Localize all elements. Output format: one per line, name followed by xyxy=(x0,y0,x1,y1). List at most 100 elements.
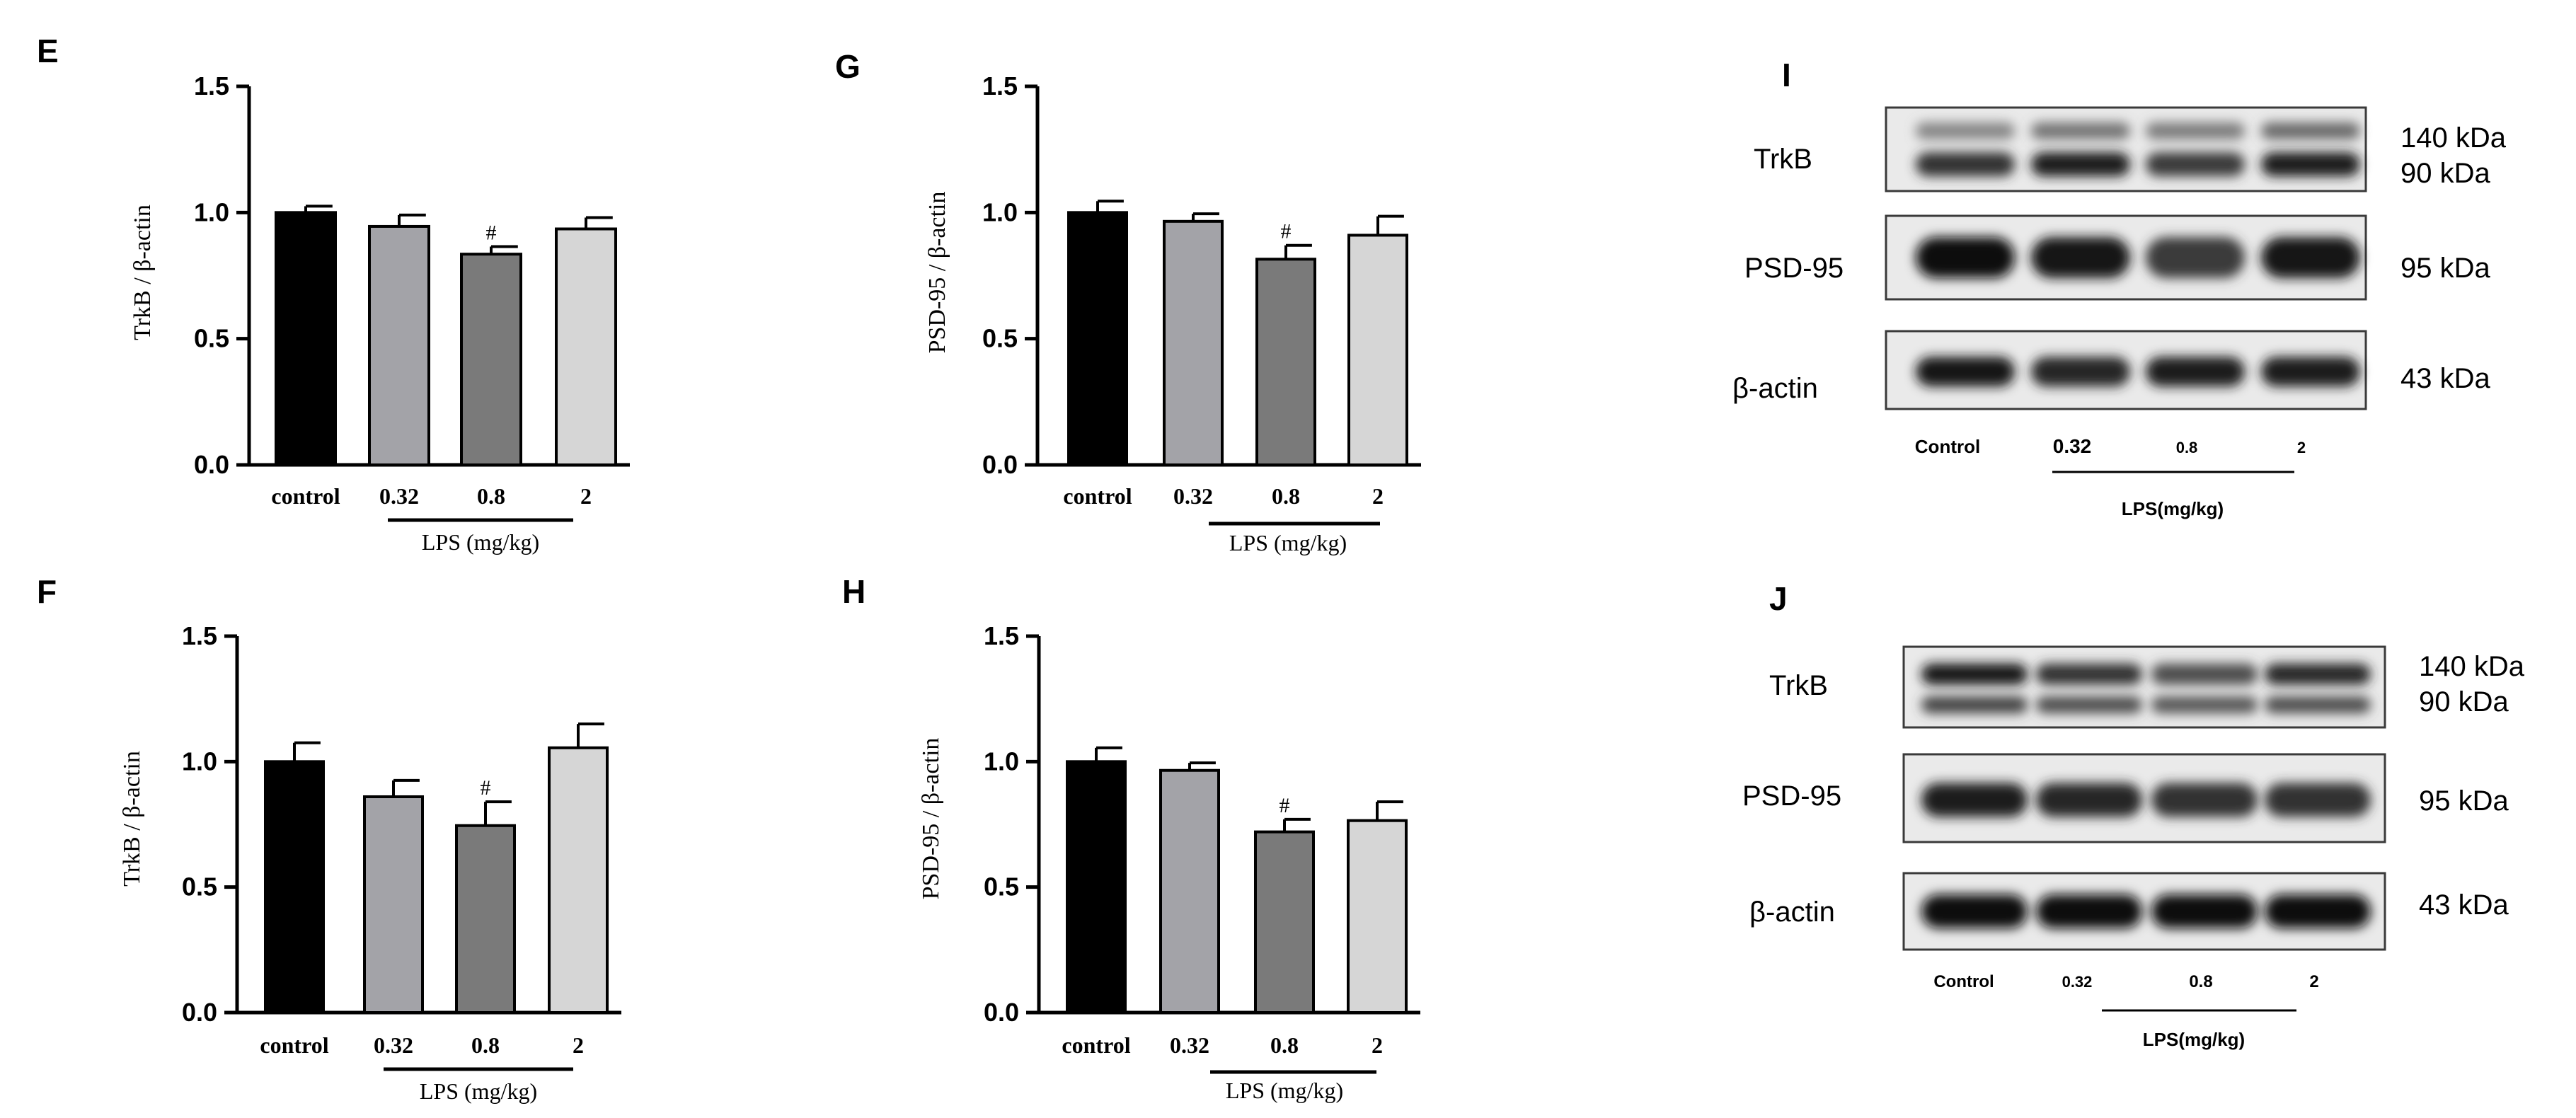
y-axis-label: TrkB / β-actin xyxy=(130,204,156,340)
blot-band xyxy=(1921,696,2028,714)
bar-chart-g: G PSD-95 / β-actin 0.0 0.5 1.0 1.5 # contro… xyxy=(835,48,1421,555)
x-category-label: 0.8 xyxy=(477,483,505,509)
significance-mark: # xyxy=(1280,794,1290,817)
lane-label: 0.8 xyxy=(2176,439,2198,456)
size-label-95: 95 kDa xyxy=(2419,785,2509,817)
blot-band xyxy=(2031,357,2130,387)
y-tick-label: 1.5 xyxy=(984,621,1019,650)
blot-band xyxy=(2261,357,2360,387)
lps-group-label: LPS (mg/kg) xyxy=(422,529,539,555)
panel-letter-j: J xyxy=(1769,580,1788,617)
blot-strip xyxy=(1885,214,2367,301)
lane-label: Control xyxy=(1933,972,1994,991)
bar xyxy=(548,746,609,1014)
significance-mark: # xyxy=(486,221,497,244)
lane-label: Control xyxy=(1915,436,1980,457)
bar xyxy=(264,760,325,1015)
blot-band xyxy=(2265,894,2371,928)
size-label-140: 140 kDa xyxy=(2419,651,2525,682)
x-category-label: control xyxy=(260,1032,328,1058)
row-label-beta-actin: β-actin xyxy=(1749,897,1835,928)
x-category-label: 2 xyxy=(580,483,592,509)
row-label-trkb: TrkB xyxy=(1769,670,1828,701)
bar xyxy=(275,211,337,466)
bar xyxy=(1254,830,1315,1015)
y-tick-label: 0.0 xyxy=(982,450,1018,479)
x-category-label: 2 xyxy=(573,1032,584,1058)
blot-band xyxy=(2036,663,2142,685)
bar xyxy=(1347,819,1408,1015)
size-label-43: 43 kDa xyxy=(2400,363,2490,394)
x-category-label: 0.32 xyxy=(1170,1032,1209,1058)
bar xyxy=(455,824,516,1014)
size-label-90: 90 kDa xyxy=(2419,686,2509,718)
panel-letter-g: G xyxy=(835,48,861,85)
bar xyxy=(363,795,424,1015)
blot-band xyxy=(2265,783,2371,817)
blot-band xyxy=(1921,894,2028,928)
size-label-95: 95 kDa xyxy=(2400,253,2490,284)
y-tick-label: 0.0 xyxy=(984,998,1019,1027)
y-tick-label: 1.5 xyxy=(194,71,229,100)
lane-label: 0.32 xyxy=(2053,435,2092,457)
y-tick-label: 0.5 xyxy=(182,872,217,901)
blot-band xyxy=(2151,783,2258,817)
x-category-label: 0.32 xyxy=(1173,483,1213,509)
bar-chart-f: F TrkB / β-actin 0.0 0.5 1.0 1.5 # control 0… xyxy=(37,573,621,1104)
y-tick-label: 0.5 xyxy=(194,324,229,353)
blot-band xyxy=(2146,152,2245,177)
bar xyxy=(1066,760,1127,1015)
lps-group-label: LPS(mg/kg) xyxy=(2143,1029,2245,1050)
y-tick-label: 0.0 xyxy=(182,998,217,1027)
western-blot-j: J TrkB PSD-95 β-actin 140 kDa 90 kDa 95 … xyxy=(1742,580,2525,1050)
row-label-beta-actin: β-actin xyxy=(1732,373,1818,404)
blot-strip xyxy=(1902,872,2386,951)
blot-band xyxy=(1916,152,2015,177)
blot-band xyxy=(2151,663,2258,685)
x-category-label: 0.32 xyxy=(379,483,419,509)
bar xyxy=(555,227,617,466)
y-axis-label: PSD-95 / β-actin xyxy=(918,738,944,900)
lps-group-label: LPS (mg/kg) xyxy=(1229,530,1347,555)
row-label-trkb: TrkB xyxy=(1754,144,1812,175)
blot-band xyxy=(1916,357,2015,387)
panel-letter-f: F xyxy=(37,573,57,610)
x-category-label: control xyxy=(1062,1032,1130,1058)
size-label-140: 140 kDa xyxy=(2400,122,2507,154)
bar xyxy=(368,224,430,466)
significance-mark: # xyxy=(1281,220,1292,243)
bar xyxy=(1067,211,1128,466)
blot-band xyxy=(2036,696,2142,714)
x-category-label: 0.8 xyxy=(1270,1032,1299,1058)
panel-letter-h: H xyxy=(842,573,866,610)
blot-band xyxy=(2265,663,2371,685)
y-tick-label: 0.5 xyxy=(984,872,1019,901)
y-tick-label: 1.5 xyxy=(982,71,1018,100)
blot-band xyxy=(2261,152,2360,177)
y-tick-label: 1.0 xyxy=(182,747,217,776)
y-tick-label: 1.0 xyxy=(194,197,229,226)
y-tick-label: 1.0 xyxy=(982,197,1018,226)
row-label-psd95: PSD-95 xyxy=(1744,253,1844,284)
significance-mark: # xyxy=(481,776,491,800)
blot-band xyxy=(2031,237,2130,278)
blot-background xyxy=(1902,645,2386,729)
blot-strip xyxy=(1902,645,2386,729)
blot-band xyxy=(2031,122,2130,140)
lps-group-label: LPS(mg/kg) xyxy=(2122,498,2224,519)
bar-chart-e: E TrkB / β-actin 0.0 0.5 1.0 1.5 # control 0… xyxy=(37,33,630,555)
x-category-label: control xyxy=(271,483,340,509)
blot-band xyxy=(2151,696,2258,714)
lane-label: 0.32 xyxy=(2062,973,2093,991)
blot-band xyxy=(2265,696,2371,714)
blot-band xyxy=(2036,894,2142,928)
bar xyxy=(1159,768,1220,1015)
bar xyxy=(1255,258,1316,466)
x-category-label: 0.32 xyxy=(374,1032,413,1058)
y-tick-label: 1.0 xyxy=(984,747,1019,776)
y-tick-label: 1.5 xyxy=(182,621,217,650)
x-category-label: 2 xyxy=(1372,1032,1383,1058)
y-tick-label: 0.0 xyxy=(194,450,229,479)
blot-strip xyxy=(1885,330,2367,410)
